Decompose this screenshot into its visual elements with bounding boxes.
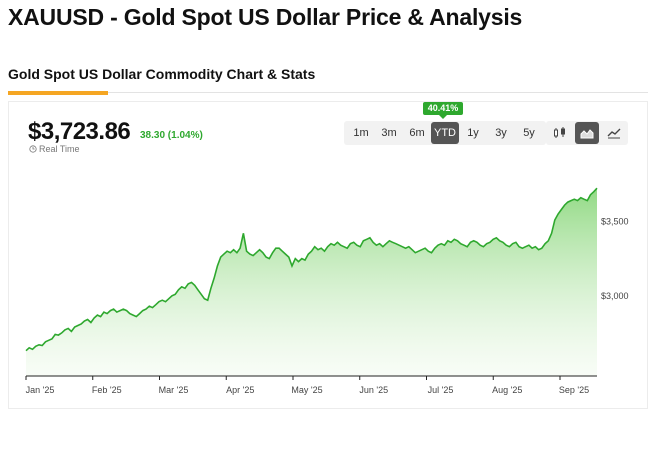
page-title: XAUUSD - Gold Spot US Dollar Price & Ana… <box>8 4 523 30</box>
range-button-1y[interactable]: 1y <box>467 127 479 139</box>
y-tick-label: $3,500 <box>601 216 629 226</box>
x-tick-label: Feb '25 <box>92 385 122 395</box>
x-tick-label: Aug '25 <box>492 385 522 395</box>
active-tab-indicator <box>8 91 108 95</box>
price-series-line <box>25 187 598 352</box>
y-axis-ticks: $3,000 $3,500 <box>601 216 629 300</box>
line-chart-button[interactable] <box>602 122 626 144</box>
area-chart-button[interactable] <box>574 122 599 144</box>
realtime-label: Real Time <box>39 144 80 154</box>
candlestick-icon <box>553 127 565 138</box>
clock-icon <box>29 145 37 153</box>
x-tick-label: Jun '25 <box>359 385 388 395</box>
x-tick-label: Apr '25 <box>226 385 254 395</box>
range-button-ytd[interactable]: YTD <box>431 122 459 144</box>
y-tick-label: $3,000 <box>601 291 629 301</box>
x-axis-ticks: Jan '25 Feb '25 Mar '25 Apr '25 May '25 Jun '… <box>25 376 589 395</box>
price-area-chart[interactable]: Jan '25 Feb '25 Mar '25 Apr '25 May '25 Jun '… <box>9 102 649 410</box>
x-tick-label: Jul '25 <box>428 385 454 395</box>
candlestick-button[interactable] <box>548 122 572 144</box>
current-price: $3,723.86 <box>28 118 131 145</box>
x-tick-label: Sep '25 <box>559 385 589 395</box>
x-tick-label: Jan '25 <box>26 385 55 395</box>
x-tick-label: May '25 <box>291 385 322 395</box>
section-divider <box>8 92 648 93</box>
price-change: 38.30 (1.04%) <box>140 130 203 141</box>
range-button-6m[interactable]: 6m <box>409 127 425 139</box>
price-area-fill <box>26 188 597 376</box>
chart-card: $3,723.86 38.30 (1.04%) Real Time 40.41%… <box>8 101 648 409</box>
chart-section-tab[interactable]: Gold Spot US Dollar Commodity Chart & St… <box>8 66 316 82</box>
line-chart-icon <box>607 128 621 139</box>
chart-type-selector <box>546 121 628 145</box>
x-tick-label: Mar '25 <box>159 385 189 395</box>
ytd-performance-badge: 40.41% <box>423 102 463 119</box>
range-button-3y[interactable]: 3y <box>495 127 507 139</box>
range-button-3m[interactable]: 3m <box>381 127 397 139</box>
range-button-1m[interactable]: 1m <box>353 127 369 139</box>
realtime-indicator: Real Time <box>29 144 80 154</box>
time-range-selector: 1m 3m 6m YTD 1y 3y 5y <box>344 121 546 145</box>
range-button-5y[interactable]: 5y <box>523 127 535 139</box>
area-chart-icon <box>580 129 594 139</box>
